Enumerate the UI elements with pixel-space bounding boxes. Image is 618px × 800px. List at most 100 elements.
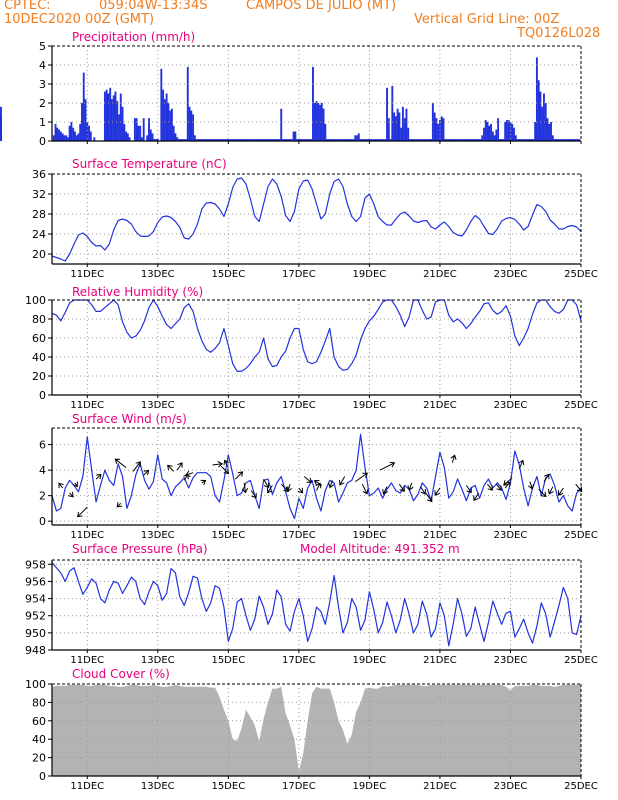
wind-arrow bbox=[114, 458, 127, 468]
precip-bar bbox=[412, 139, 415, 141]
wind-panel: 0 2 4 6 11DEC 13DEC 15DEC 17DEC 19DEC 21DEC 23DEC 2… bbox=[39, 412, 598, 541]
precip-bar bbox=[403, 118, 406, 141]
precip-bar bbox=[564, 139, 567, 141]
precip-bar bbox=[283, 139, 286, 141]
precip-bar bbox=[133, 118, 136, 141]
precip-bar bbox=[574, 139, 577, 141]
chart-header: CPTEC: 059:04W-13:34S CAMPOS DE JULIO (M… bbox=[0, 0, 618, 44]
pressure-ytick-label: 954 bbox=[25, 593, 46, 606]
pressure-series-line bbox=[51, 562, 582, 647]
precip-bar bbox=[505, 120, 508, 141]
precip-bar bbox=[137, 125, 140, 141]
wind-arrow bbox=[339, 476, 346, 486]
wind-arrow bbox=[528, 481, 535, 490]
precip-bar bbox=[534, 122, 537, 141]
precip-bar bbox=[287, 139, 290, 141]
precip-bar bbox=[86, 122, 89, 141]
rh-panel: 0 20 40 60 80 100 11DEC 13DEC 15DEC 17DEC 19DEC 21D… bbox=[25, 285, 598, 411]
precip-bar bbox=[93, 137, 96, 141]
cloud-ytick-label: 20 bbox=[32, 752, 46, 765]
precip-bar bbox=[553, 139, 556, 141]
temp-xtick-label: 11DEC bbox=[70, 269, 104, 280]
precip-bar bbox=[267, 139, 270, 141]
temp-xtick-label: 19DEC bbox=[353, 269, 387, 280]
precip-bar bbox=[239, 139, 242, 141]
precip-bar bbox=[373, 139, 376, 141]
precip-bar bbox=[118, 114, 120, 141]
precip-bar bbox=[248, 139, 251, 141]
temp-panel: 20 24 28 32 36 11DEC 13DEC 15DEC 17DEC 19DEC 21DEC… bbox=[32, 157, 598, 280]
precip-bar bbox=[185, 139, 187, 141]
precip-bar bbox=[405, 108, 408, 141]
precip-bar bbox=[389, 139, 392, 141]
wind-arrow bbox=[185, 470, 194, 477]
precip-bar bbox=[396, 108, 399, 141]
wind-arrow bbox=[235, 471, 244, 480]
rh-ytick-label: 20 bbox=[32, 370, 46, 383]
precip-bar bbox=[195, 139, 198, 141]
wind-arrow bbox=[487, 483, 493, 491]
precip-bar bbox=[273, 139, 276, 141]
pressure-ytick-label: 950 bbox=[25, 627, 46, 640]
precip-bar bbox=[77, 133, 80, 141]
precip-bar bbox=[433, 112, 436, 141]
precip-bar bbox=[423, 139, 426, 141]
precip-bar bbox=[539, 91, 542, 141]
precip-bar bbox=[179, 139, 182, 141]
precip-bar bbox=[206, 139, 209, 141]
precip-bar bbox=[280, 108, 283, 141]
precip-bar bbox=[192, 114, 195, 141]
precip-bar bbox=[84, 99, 87, 141]
temp-series-line bbox=[51, 177, 582, 262]
cloud-ytick-label: 80 bbox=[32, 696, 46, 709]
precip-bar bbox=[569, 139, 572, 141]
precip-bar bbox=[521, 139, 524, 141]
precip-bar bbox=[497, 118, 500, 141]
pressure-xtick-label: 25DEC bbox=[564, 655, 598, 666]
precip-bar bbox=[276, 139, 279, 141]
precip-bar bbox=[292, 131, 295, 141]
precip-panel: 0 1 2 3 4 5 Precipitation (mm/h) bbox=[0, 30, 582, 148]
precip-bar bbox=[89, 131, 92, 141]
wind-xtick-label: 13DEC bbox=[141, 530, 175, 541]
precip-bar bbox=[504, 122, 507, 141]
precip-bar bbox=[449, 139, 452, 141]
precip-bar bbox=[565, 139, 568, 141]
pressure-xtick-label: 17DEC bbox=[282, 655, 316, 666]
precip-bar bbox=[296, 139, 299, 141]
precip-bar bbox=[0, 123, 2, 141]
wind-xtick-label: 23DEC bbox=[494, 530, 528, 541]
precip-bar bbox=[513, 127, 515, 141]
precip-bar bbox=[386, 87, 388, 141]
precip-bar bbox=[354, 135, 357, 141]
precip-bar bbox=[347, 139, 350, 141]
precip-bar bbox=[75, 135, 78, 141]
precip-bar bbox=[336, 139, 339, 141]
precip-bar bbox=[139, 125, 142, 141]
precip-bar bbox=[357, 133, 360, 141]
wind-arrow bbox=[450, 454, 457, 463]
header-run-date: 10DEC2020 00Z (GMT) bbox=[4, 12, 155, 27]
cloud-xtick-label: 23DEC bbox=[494, 781, 528, 792]
cloud-panel: 0 20 40 60 80 100 11DEC 13DEC 15DEC 17DEC 19DEC 21D… bbox=[25, 667, 598, 792]
pressure-ytick-label: 958 bbox=[25, 558, 46, 571]
wind-xtick-label: 15DEC bbox=[211, 530, 245, 541]
precip-bar bbox=[340, 139, 343, 141]
precip-bar bbox=[454, 139, 457, 141]
precip-bar bbox=[453, 139, 455, 141]
precip-bar bbox=[366, 139, 369, 141]
wind-arrow bbox=[267, 485, 273, 494]
precip-bar bbox=[350, 139, 353, 141]
precip-bar bbox=[484, 120, 487, 141]
wind-arrow bbox=[223, 459, 230, 468]
wind-arrow bbox=[95, 473, 102, 480]
precip-bar bbox=[202, 139, 205, 141]
precip-bar bbox=[207, 139, 210, 141]
precip-bar bbox=[527, 139, 530, 141]
precip-bar bbox=[410, 139, 413, 141]
precip-bar bbox=[567, 139, 570, 141]
precip-bar bbox=[488, 125, 491, 141]
precip-bar bbox=[451, 139, 454, 141]
precip-bar bbox=[558, 139, 561, 141]
precip-bar bbox=[72, 127, 75, 141]
